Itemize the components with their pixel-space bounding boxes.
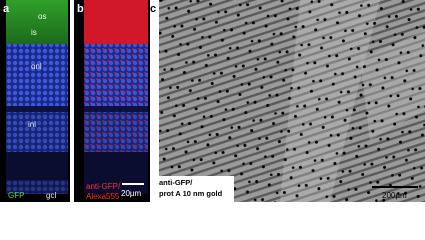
panel-b: b anti-GFP/ Alexa555 20µm bbox=[74, 0, 150, 202]
scale-label: 20µm bbox=[121, 189, 142, 198]
region-label: onl bbox=[31, 62, 42, 71]
panel-a: a os is onl inl gcl GFP bbox=[0, 0, 70, 202]
stain-label: GFP bbox=[8, 191, 24, 200]
panel-label: a bbox=[3, 3, 10, 15]
stain-label: Alexa555 bbox=[86, 192, 120, 201]
stain-label: anti-GFP/ bbox=[86, 182, 121, 191]
region-label: inl bbox=[28, 120, 36, 129]
stain-label: prot A 10 nm gold bbox=[159, 189, 223, 198]
region-label: gcl bbox=[46, 191, 56, 200]
region-label: is bbox=[31, 28, 37, 37]
figure: a os is onl inl gcl GFP b anti-GFP/ Alex… bbox=[0, 0, 425, 202]
region-label: os bbox=[38, 12, 46, 21]
panel-label: b bbox=[77, 3, 84, 15]
scale-bar bbox=[372, 186, 418, 188]
stain-label: anti-GFP/ bbox=[159, 178, 193, 187]
scale-bar bbox=[122, 183, 144, 185]
scale-label: 200µm bbox=[382, 191, 407, 200]
panel-label: c bbox=[150, 3, 156, 15]
panel-c: c anti-GFP/ prot A 10 nm gold 200µm bbox=[150, 0, 425, 202]
